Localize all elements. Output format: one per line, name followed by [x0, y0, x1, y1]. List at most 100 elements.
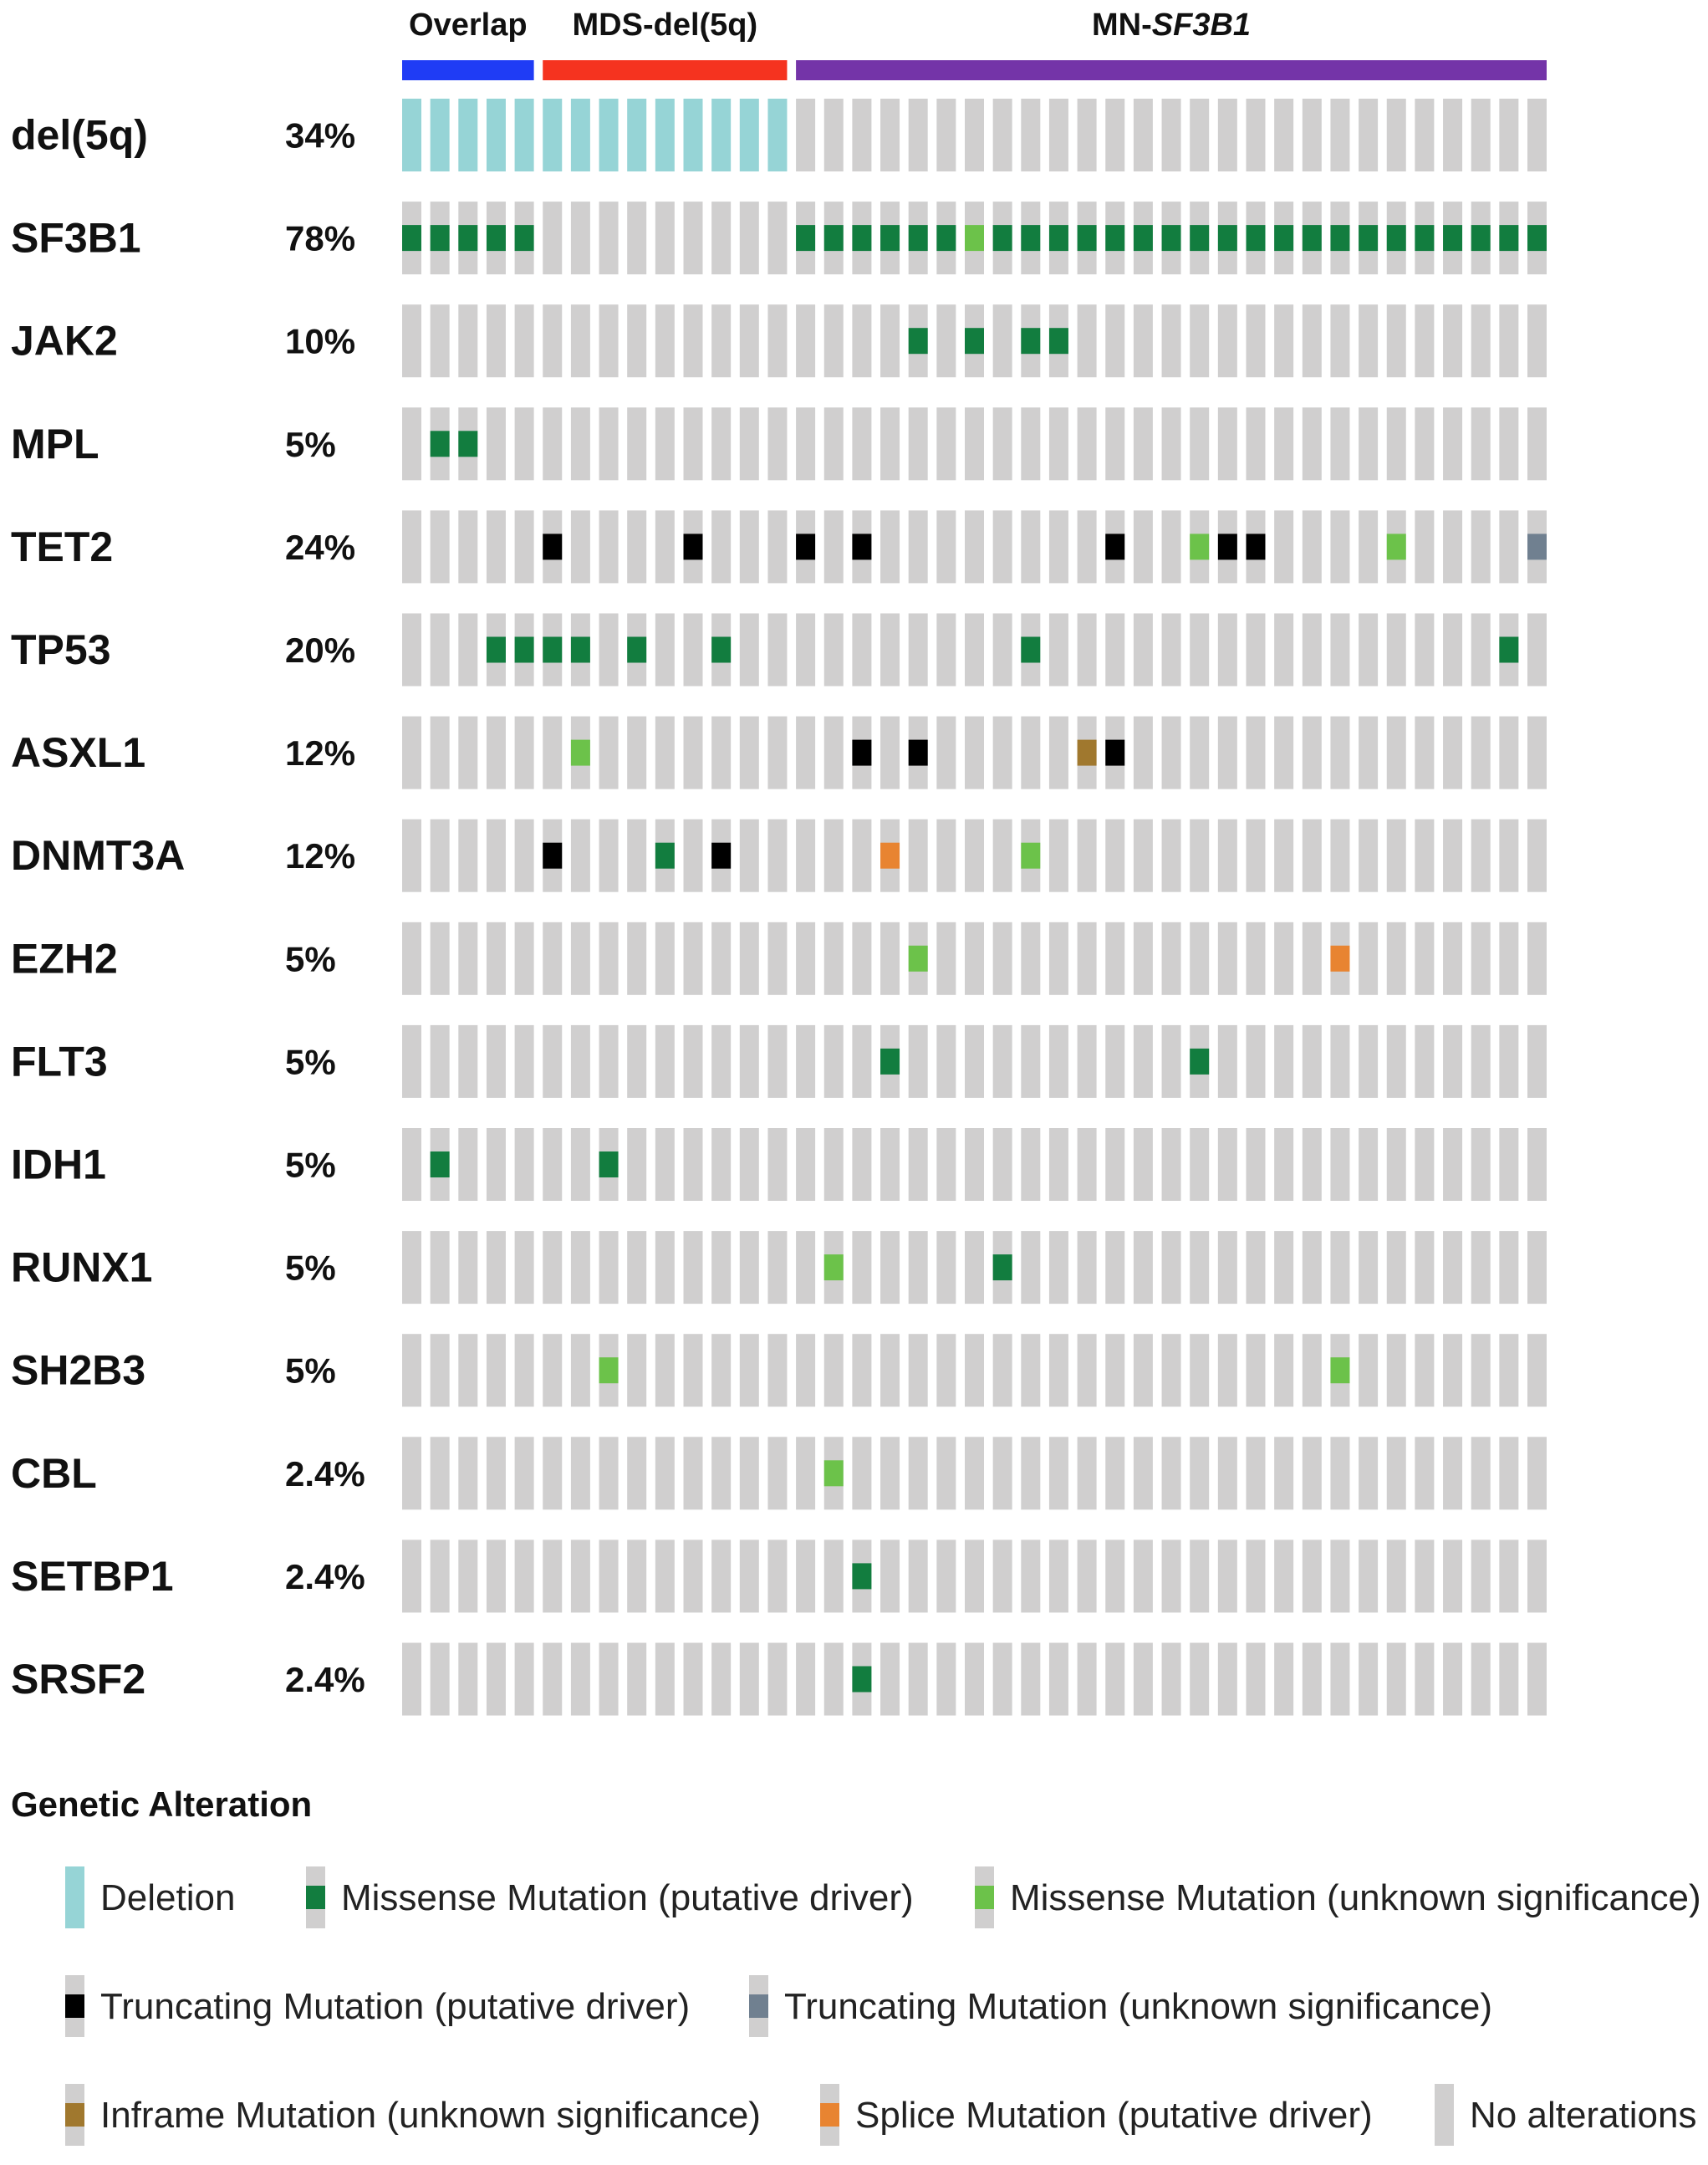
cell-no-alteration	[514, 716, 534, 789]
mutation-mark-missense-driver	[430, 225, 450, 252]
cell-no-alteration	[965, 1437, 984, 1510]
cell-no-alteration	[570, 304, 590, 378]
cell-no-alteration	[683, 407, 703, 481]
cell-no-alteration	[402, 510, 421, 584]
cell-no-alteration	[1471, 99, 1491, 171]
cell-no-alteration	[1274, 1231, 1294, 1305]
cell-no-alteration	[1415, 1437, 1435, 1510]
gene-label: del(5q)	[11, 112, 148, 159]
cell-no-alteration	[965, 510, 984, 584]
cell-no-alteration	[880, 922, 900, 995]
cell-no-alteration	[430, 1334, 450, 1407]
cell-no-alteration	[458, 1128, 478, 1201]
cell-no-alteration	[1246, 1437, 1266, 1510]
cell-no-alteration	[1415, 304, 1435, 378]
cell-no-alteration	[1246, 1128, 1266, 1201]
cell-no-alteration	[1021, 922, 1041, 995]
gene-row: FLT3 5%	[11, 1024, 1547, 1098]
cell-no-alteration	[1133, 1128, 1153, 1201]
cell-no-alteration	[1302, 304, 1322, 378]
cell-no-alteration	[627, 1642, 647, 1716]
cell-no-alteration	[430, 819, 450, 892]
cell-no-alteration	[1105, 1437, 1125, 1510]
cell-no-alteration	[1133, 1642, 1153, 1716]
cell-no-alteration	[711, 1642, 732, 1716]
cell-no-alteration	[627, 1231, 647, 1305]
cell-no-alteration	[1386, 1642, 1406, 1716]
mutation-mark-truncating-driver	[1217, 534, 1237, 560]
mutation-mark-missense-driver	[543, 636, 563, 663]
cell-no-alteration	[627, 202, 647, 275]
cell-no-alteration	[992, 99, 1012, 171]
cell-no-alteration	[1077, 613, 1097, 687]
group-label-text: MN-	[1092, 8, 1152, 43]
cell-no-alteration	[486, 1231, 506, 1305]
cell-no-alteration	[570, 407, 590, 481]
cell-no-alteration	[599, 510, 619, 584]
gene-label: SH2B3	[11, 1347, 145, 1394]
mutation-mark-missense-driver	[458, 225, 478, 252]
cell-no-alteration	[1302, 1539, 1322, 1613]
cell-no-alteration	[1133, 1334, 1153, 1407]
cell-no-alteration	[711, 304, 732, 378]
cell-no-alteration	[1217, 1024, 1237, 1098]
gene-label: CBL	[11, 1450, 97, 1497]
cell-no-alteration	[683, 1128, 703, 1201]
cell-no-alteration	[1161, 99, 1181, 171]
cell-no-alteration	[402, 922, 421, 995]
cell-no-alteration	[796, 99, 816, 171]
cell-no-alteration	[430, 922, 450, 995]
cell-no-alteration	[767, 304, 788, 378]
mutation-mark-missense-driver	[599, 1151, 619, 1177]
cell-no-alteration	[1359, 613, 1379, 687]
cell-no-alteration	[430, 716, 450, 789]
cell-no-alteration	[936, 716, 956, 789]
cell-no-alteration	[823, 716, 844, 789]
mutation-mark-missense-driver	[627, 636, 647, 663]
cell-no-alteration	[543, 922, 563, 995]
cell-no-alteration	[1077, 510, 1097, 584]
mutation-mark-truncating-driver	[908, 739, 928, 766]
mutation-mark-missense-driver	[1021, 225, 1041, 252]
cell-no-alteration	[965, 1231, 984, 1305]
mutation-mark-missense-driver	[880, 225, 900, 252]
mutation-mark-missense-driver	[402, 225, 421, 252]
gene-rows: del(5q) 34% SF3B1 78% JAK2 10% MPL 5% TET2 24% TP5…	[11, 99, 1547, 1716]
cell-no-alteration	[402, 1437, 421, 1510]
cell-no-alteration	[1527, 1231, 1547, 1305]
cell-no-alteration	[1021, 1642, 1041, 1716]
gene-row: SF3B1 78%	[11, 202, 1547, 275]
gene-row: MPL 5%	[11, 407, 1547, 481]
cell-no-alteration	[1527, 922, 1547, 995]
cell-deletion	[627, 99, 647, 171]
cell-no-alteration	[1274, 1642, 1294, 1716]
cell-no-alteration	[1246, 99, 1266, 171]
cell-no-alteration	[767, 1539, 788, 1613]
cell-no-alteration	[1415, 613, 1435, 687]
cell-no-alteration	[1471, 1128, 1491, 1201]
gene-percent: 34%	[285, 116, 355, 156]
cell-no-alteration	[1246, 1539, 1266, 1613]
mutation-mark-missense-driver	[965, 328, 984, 355]
cell-no-alteration	[1499, 1437, 1519, 1510]
cell-no-alteration	[1302, 1334, 1322, 1407]
cell-no-alteration	[739, 1334, 759, 1407]
legend-label: Truncating Mutation (putative driver)	[100, 1986, 690, 2027]
legend-swatch	[1435, 2084, 1454, 2146]
gene-label: TP53	[11, 626, 111, 673]
cell-no-alteration	[992, 716, 1012, 789]
cell-no-alteration	[514, 510, 534, 584]
cell-no-alteration	[1499, 819, 1519, 892]
cell-no-alteration	[1443, 819, 1463, 892]
cell-no-alteration	[1443, 716, 1463, 789]
gene-label: SETBP1	[11, 1553, 174, 1600]
cell-no-alteration	[852, 1231, 872, 1305]
cell-no-alteration	[599, 716, 619, 789]
cell-no-alteration	[1499, 1642, 1519, 1716]
mutation-mark-missense-driver	[908, 328, 928, 355]
cell-no-alteration	[739, 922, 759, 995]
mutation-mark-missense-unknown	[1330, 1357, 1350, 1384]
cell-no-alteration	[739, 1437, 759, 1510]
cell-no-alteration	[1443, 407, 1463, 481]
gene-row: del(5q) 34%	[11, 99, 1547, 171]
